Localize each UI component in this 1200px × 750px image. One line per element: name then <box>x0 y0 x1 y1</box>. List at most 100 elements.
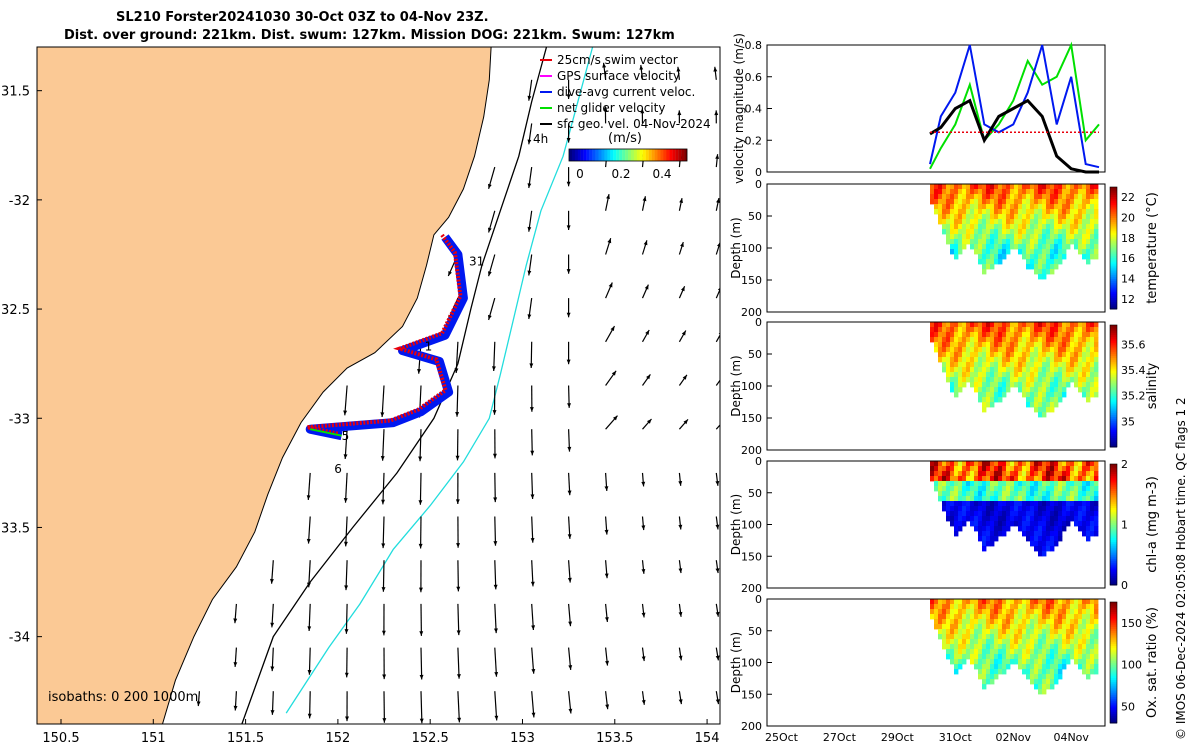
chlorophyll-colorbar-swatch <box>1110 479 1117 482</box>
temperature-cell <box>994 209 999 215</box>
temperature-cell <box>946 234 951 240</box>
oxygen-cell <box>966 629 971 635</box>
chlorophyll-cell <box>946 486 951 492</box>
temperature-cell <box>1094 209 1099 215</box>
oxygen-cell <box>1002 609 1007 615</box>
chlorophyll-cell <box>934 476 939 482</box>
sfc-geo-vector-head <box>419 718 424 724</box>
chlorophyll-colorbar-swatch <box>1110 507 1117 510</box>
sfc-geo-vector-head <box>607 238 612 244</box>
temperature-colorbar-swatch <box>1110 265 1117 268</box>
salinity-cell <box>1030 397 1035 403</box>
salinity-cell <box>1090 362 1095 368</box>
salinity-cell <box>998 352 1003 358</box>
salinity-cell <box>994 327 999 333</box>
salinity-cell <box>1070 342 1075 348</box>
oxygen-cell <box>1034 654 1039 660</box>
chlorophyll-cell <box>1038 526 1043 532</box>
oxygen-cell <box>1022 664 1027 670</box>
sfc-geo-vector-head <box>605 704 610 710</box>
salinity-cell <box>1034 342 1039 348</box>
oxygen-colorbar-swatch <box>1110 636 1117 639</box>
oxygen-cell <box>1054 669 1059 675</box>
temperature-cell <box>978 219 983 225</box>
salinity-cell <box>970 327 975 333</box>
salinity-cell <box>954 367 959 373</box>
chlorophyll-cell <box>1082 481 1087 487</box>
temperature-cell <box>970 199 975 205</box>
oxygen-cell <box>954 599 959 605</box>
salinity-cell <box>1078 332 1083 338</box>
sfc-geo-vector-head <box>677 110 682 116</box>
temperature-cell <box>950 184 955 190</box>
salinity-cell <box>1030 392 1035 398</box>
chlorophyll-cell <box>954 526 959 532</box>
chlorophyll-cell <box>1062 486 1067 492</box>
oxygen-cell <box>986 634 991 640</box>
chlorophyll-cell <box>982 491 987 497</box>
salinity-cell <box>998 372 1003 378</box>
temperature-cell <box>974 234 979 240</box>
chlorophyll-cell <box>942 466 947 472</box>
oxygen-cell <box>1058 644 1063 650</box>
temperature-cell <box>1046 209 1051 215</box>
oxygen-cell <box>994 654 999 660</box>
oxygen-cell <box>1014 604 1019 610</box>
oxygen-cell <box>1002 664 1007 670</box>
salinity-cell <box>1002 357 1007 363</box>
chlorophyll-cell <box>1022 511 1027 517</box>
oxygen-cell <box>1014 634 1019 640</box>
chlorophyll-cell <box>1046 506 1051 512</box>
salinity-cell <box>938 342 943 348</box>
chlorophyll-cell <box>978 461 983 467</box>
salinity-cell <box>1062 362 1067 368</box>
chlorophyll-cell <box>950 481 955 487</box>
chlorophyll-cell <box>966 496 971 502</box>
temperature-colorbar-swatch <box>1110 282 1117 285</box>
chlorophyll-cell <box>1010 491 1015 497</box>
salinity-cell <box>1090 342 1095 348</box>
salinity-cell <box>1038 397 1043 403</box>
temperature-colorbar-swatch <box>1110 293 1117 297</box>
chlorophyll-cell <box>974 481 979 487</box>
salinity-cell <box>1054 402 1059 408</box>
salinity-cell <box>994 387 999 393</box>
salinity-cell <box>966 347 971 353</box>
temperature-cell <box>934 209 939 215</box>
salinity-cell <box>982 382 987 388</box>
oxygen-cell <box>954 649 959 655</box>
salinity-cell <box>970 342 975 348</box>
salinity-cell <box>946 372 951 378</box>
temperature-colorbar-tick: 12 <box>1121 293 1135 306</box>
salinity-y-tick: 100 <box>741 380 762 393</box>
salinity-cell <box>950 387 955 393</box>
oxygen-cell <box>966 634 971 640</box>
salinity-cell <box>982 327 987 333</box>
oxygen-cell <box>1010 624 1015 630</box>
temperature-cell <box>954 254 959 260</box>
chlorophyll-cell <box>990 516 995 522</box>
salinity-cell <box>986 332 991 338</box>
salinity-cell <box>1050 387 1055 393</box>
salinity-cell <box>1086 392 1091 398</box>
salinity-cell <box>990 402 995 408</box>
oxygen-cell <box>994 604 999 610</box>
oxygen-cell <box>1046 619 1051 625</box>
salinity-cell <box>978 357 983 363</box>
oxygen-cell <box>1034 634 1039 640</box>
oxygen-cell <box>1038 659 1043 665</box>
sfc-geo-vector-head <box>643 240 648 246</box>
temperature-cell <box>1094 194 1099 200</box>
salinity-cell <box>962 332 967 338</box>
velocity-y-tick: 0.2 <box>745 134 763 147</box>
oxygen-colorbar-swatch <box>1110 613 1117 616</box>
oxygen-cell <box>982 649 987 655</box>
chlorophyll-cell <box>1026 481 1031 487</box>
oxygen-cell <box>958 649 963 655</box>
temperature-cell <box>1006 229 1011 235</box>
chlorophyll-cell <box>946 476 951 482</box>
chlorophyll-y-tick: 50 <box>748 487 762 500</box>
salinity-y-tick: 0 <box>755 316 762 329</box>
temperature-cell <box>1070 239 1075 245</box>
oxygen-cell <box>978 634 983 640</box>
